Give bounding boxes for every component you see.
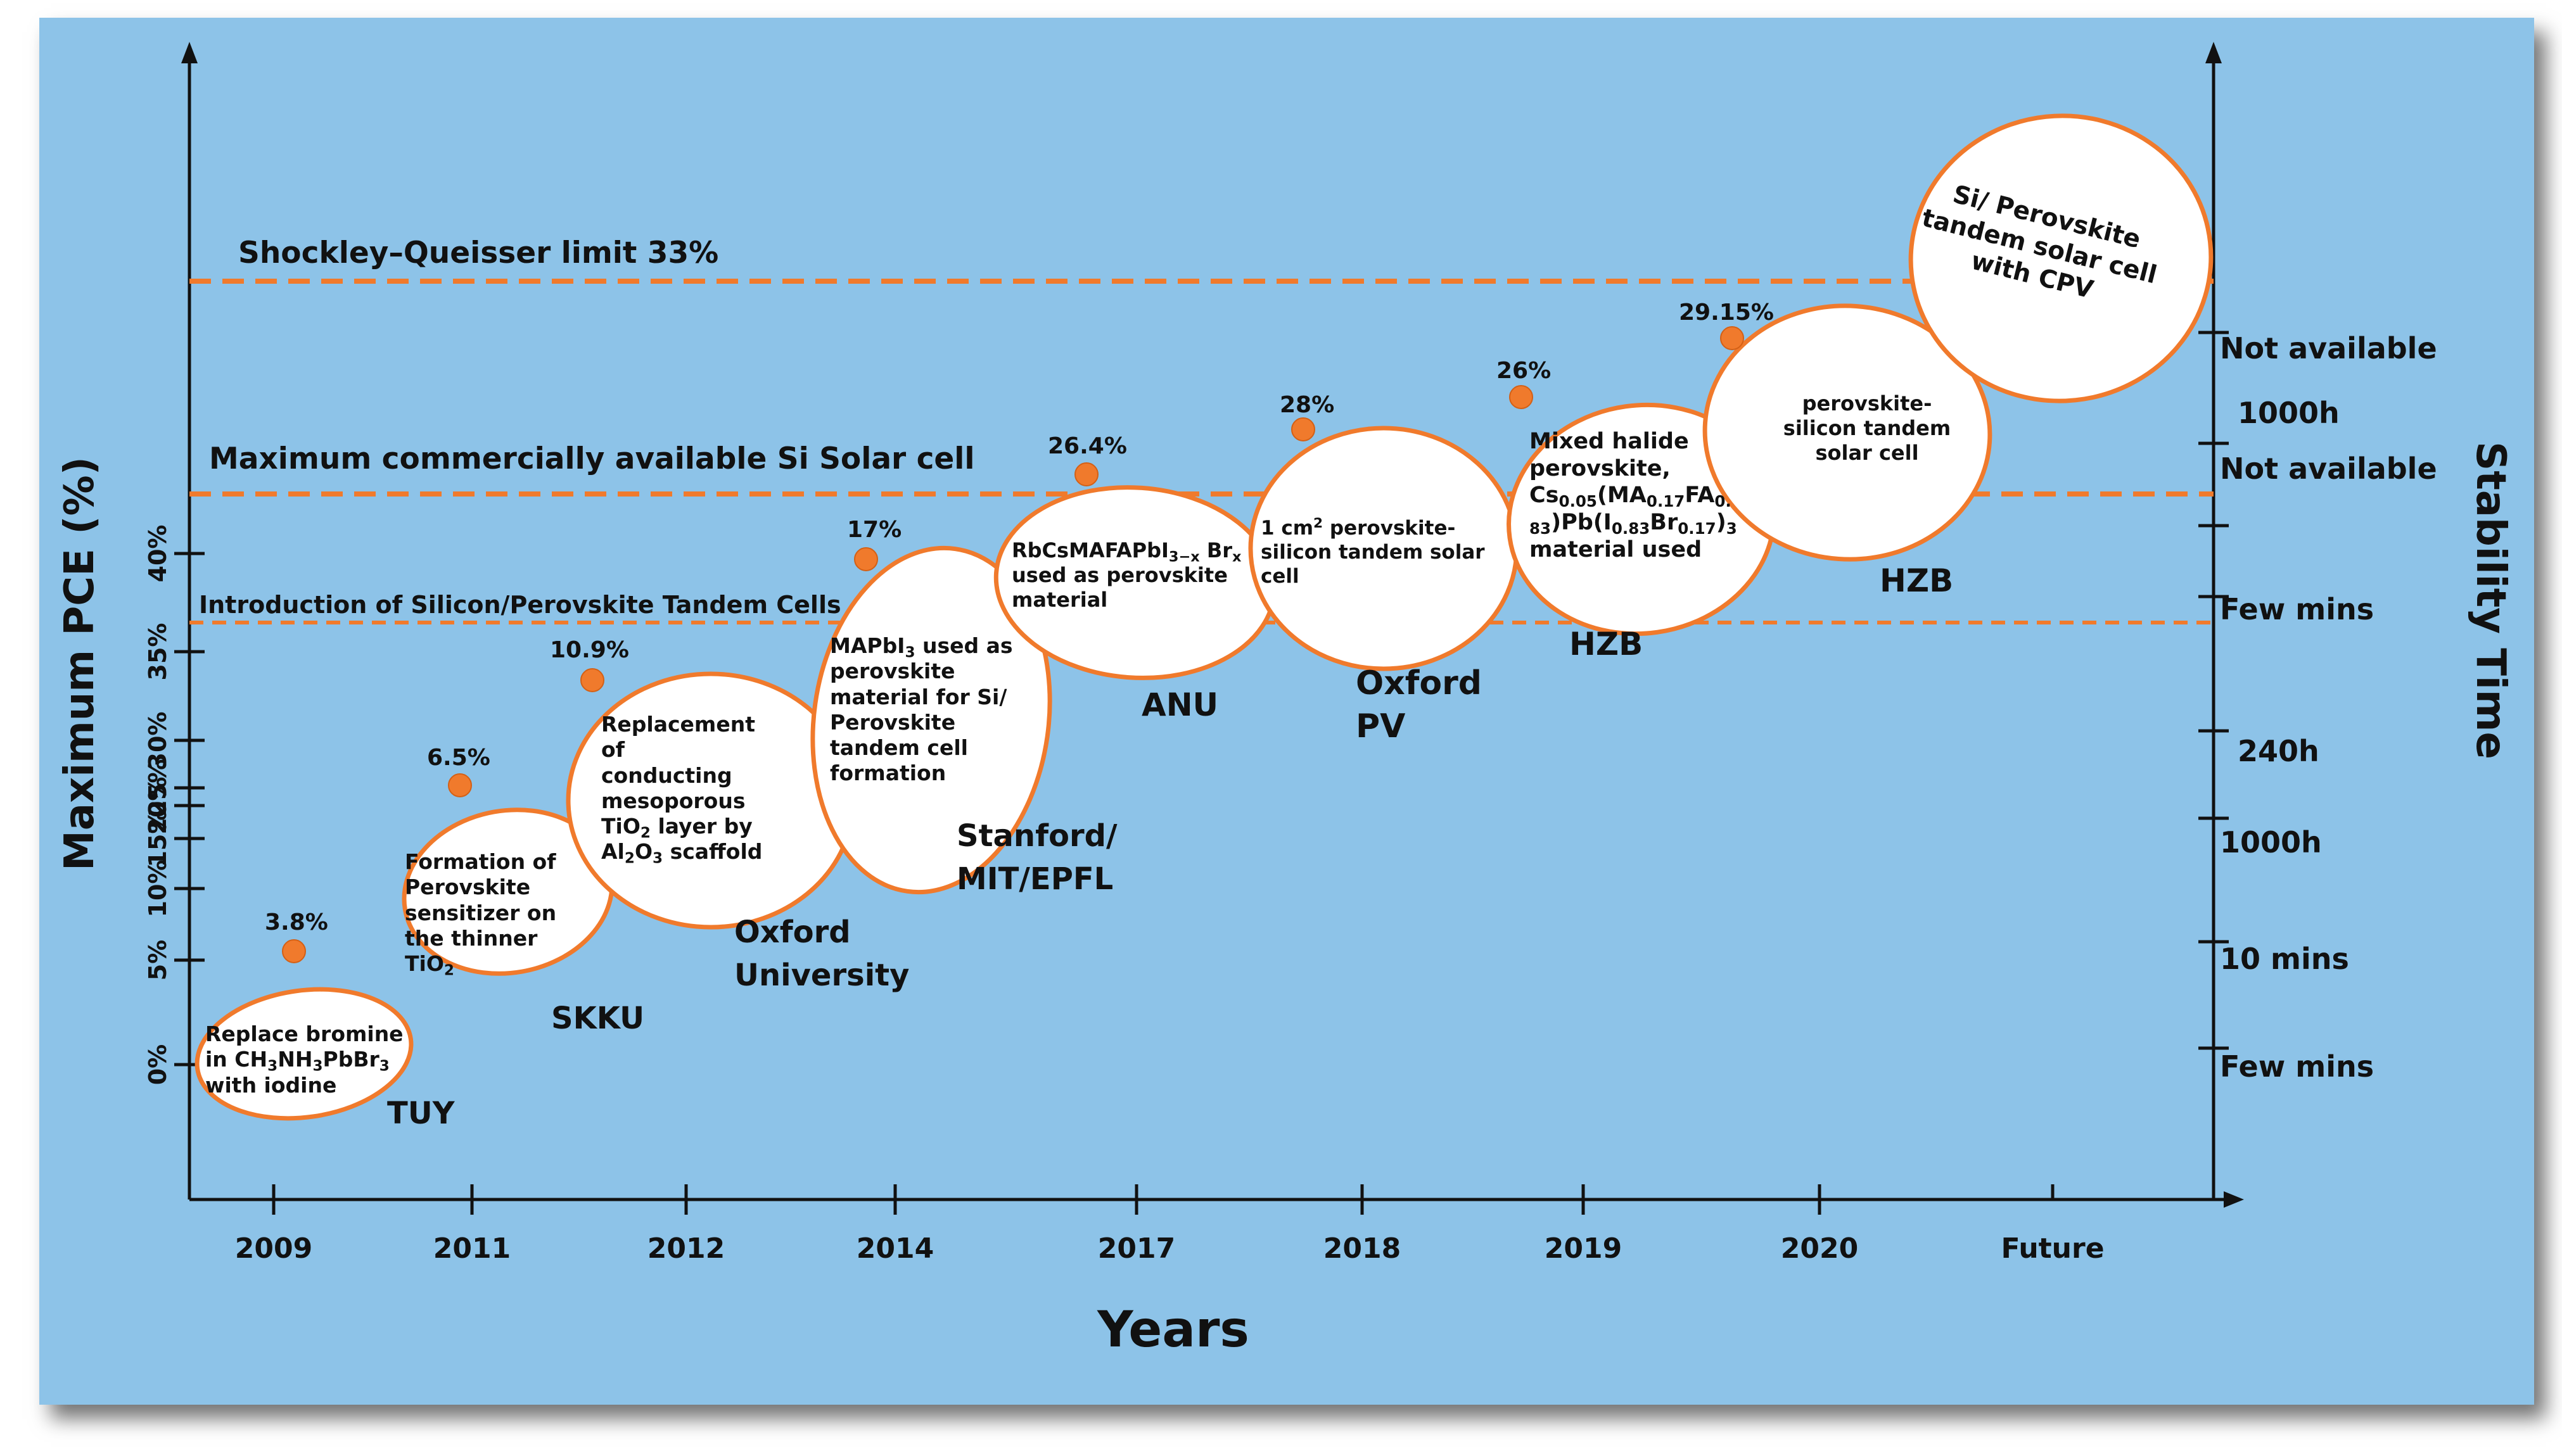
data-label: 17% (847, 517, 902, 543)
y-axis-right-arrow (2205, 42, 2222, 63)
stability-label: 1000h (2220, 825, 2322, 859)
stability-label: Not available (2220, 331, 2437, 365)
institution-label: MIT/EPFL (957, 861, 1113, 897)
stability-label: Few mins (2220, 1049, 2374, 1084)
data-point (282, 939, 306, 963)
y-tick-label: 35% (144, 623, 172, 681)
x-tick-label: 2012 (647, 1232, 725, 1265)
data-point (1720, 326, 1744, 350)
data-point (580, 668, 604, 692)
data-point (1509, 385, 1533, 409)
reference-label: Shockley–Queisser limit 33% (238, 236, 718, 270)
x-tick-label: 2009 (235, 1232, 312, 1265)
y-tick-label: 10% (144, 860, 172, 918)
bubble-2014 (810, 545, 1052, 895)
institution-label: Oxford (1356, 664, 1482, 702)
data-label: 10.9% (550, 637, 629, 663)
stability-label: Not available (2220, 452, 2437, 486)
note-2011: Formation of Perovskite sensitizer on th… (405, 849, 557, 979)
institution-label: University (734, 958, 909, 993)
stability-label: Few mins (2220, 592, 2374, 626)
y-tick-label: 20% (144, 777, 172, 835)
stability-label: 240h (2238, 734, 2319, 768)
y-tick-label: 5% (144, 940, 172, 981)
data-label: 26.4% (1048, 433, 1127, 459)
bubble-2020 (1702, 303, 1992, 562)
note-2012: Replacement of conducting mesoporous TiO… (601, 712, 763, 867)
y-tick-label: 15% (144, 810, 172, 868)
institution-label: HZB (1880, 562, 1953, 599)
bubble-future (1908, 113, 2214, 403)
x-axis-arrow (2224, 1191, 2244, 1208)
stability-label: 10 mins (2220, 942, 2349, 976)
y-axis-left-arrow (181, 42, 198, 63)
x-axis-title: Years (1097, 1301, 1249, 1358)
chart-panel: 0% 5% 10% 15% 20% 25% 30% 35% 40% 2009 2011 2012 20… (39, 18, 2534, 1405)
x-tick-label: 2011 (433, 1232, 511, 1265)
data-label: 3.8% (265, 909, 328, 935)
note-2014: MAPbI3 used as perovskite material for S… (830, 633, 1013, 786)
note-2018: 1 cm2 perovskite- silicon tandem solar c… (1261, 516, 1485, 588)
institution-label: Oxford (734, 915, 851, 950)
data-point (854, 547, 878, 571)
timeline-chart: 0% 5% 10%15%20%25%30% 35% 40% 2009 2011 2012 20… (56, 42, 2514, 1358)
note-2020: perovskite- silicon tandem solar cell (1783, 391, 1951, 465)
note-2017: RbCsMAFAPbI3−x Brx used as perovskite ma… (1012, 538, 1242, 612)
data-point (1074, 462, 1099, 486)
y-tick-label: 30% (144, 712, 172, 769)
y2-axis-title: Stability Time (2467, 441, 2514, 759)
institution-label: SKKU (551, 1001, 644, 1036)
note-2019: Mixed halide perovskite, Cs0.05(MA0.17FA… (1529, 429, 1737, 562)
x-tick-label: 2018 (1323, 1232, 1401, 1265)
data-label: 6.5% (427, 745, 490, 771)
x-tick-label: 2014 (857, 1232, 934, 1265)
reference-label: Introduction of Silicon/Perovskite Tande… (199, 591, 841, 619)
x-tick-label: 2019 (1545, 1232, 1622, 1265)
data-point (448, 773, 472, 797)
institution-label: Stanford/ (957, 818, 1118, 854)
stability-label: 1000h (2238, 396, 2340, 430)
data-point (1291, 417, 1315, 441)
bubble-2009 (194, 987, 414, 1121)
note-2009: Replace bromine in CH3NH3PbBr3 with iodi… (205, 1022, 404, 1098)
y-axis-title: Maximum PCE (%) (56, 457, 103, 871)
x-tick-label: 2017 (1098, 1232, 1175, 1265)
institution-label: TUY (387, 1096, 456, 1131)
institution-label: PV (1356, 707, 1405, 745)
data-label: 29.15% (1679, 300, 1774, 326)
data-label: 28% (1280, 392, 1334, 418)
x-tick-label: 2020 (1781, 1232, 1858, 1265)
y-tick-label: 40% (144, 525, 172, 583)
y-tick-label: 25% (144, 759, 172, 817)
reference-label: Maximum commercially available Si Solar … (209, 441, 975, 476)
institution-label: HZB (1569, 626, 1643, 662)
x-tick-label: Future (2001, 1232, 2104, 1265)
data-label: 26% (1496, 358, 1551, 384)
institution-label: ANU (1142, 687, 1218, 723)
y-tick-label: 0% (144, 1044, 172, 1086)
